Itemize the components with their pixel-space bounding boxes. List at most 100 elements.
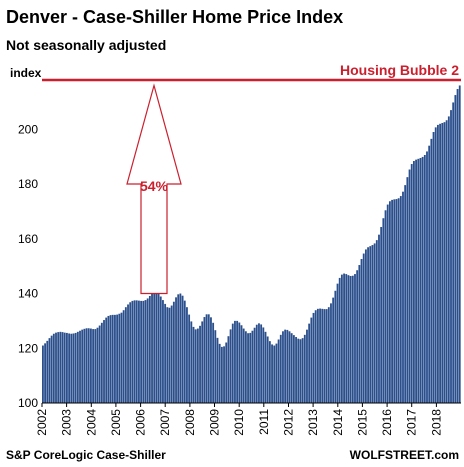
bar [66, 333, 68, 403]
x-tick-label: 2018 [429, 409, 443, 436]
bar [247, 333, 249, 403]
bar [127, 304, 129, 403]
bar [177, 294, 179, 403]
bar [94, 329, 96, 403]
bar [97, 328, 99, 403]
bar [304, 335, 306, 403]
bar [402, 192, 404, 403]
bar [341, 275, 343, 403]
bar [238, 323, 240, 403]
y-axis: 100 120 140 160 180 200 [18, 122, 38, 410]
bar [328, 307, 330, 403]
bar [319, 309, 321, 403]
bar [171, 306, 173, 403]
bar [376, 240, 378, 403]
x-tick-label: 2007 [158, 409, 172, 436]
bar [142, 301, 144, 403]
bar [81, 330, 83, 403]
bar [249, 333, 251, 403]
bar [286, 330, 288, 403]
x-tick-label: 2005 [109, 409, 123, 436]
bar [437, 125, 439, 403]
bar [86, 328, 88, 403]
x-tick-label: 2014 [331, 409, 345, 436]
bar [367, 247, 369, 403]
bar [306, 330, 308, 403]
bar [389, 201, 391, 403]
x-tick-label: 2011 [257, 409, 271, 435]
bar [55, 333, 57, 403]
bar [201, 321, 203, 403]
bar [297, 339, 299, 403]
bar [457, 89, 459, 403]
bar [227, 336, 229, 403]
bar [79, 331, 81, 403]
bar [166, 307, 168, 403]
bar [361, 259, 363, 403]
bar [169, 308, 171, 403]
bar [140, 301, 142, 403]
bar [380, 227, 382, 403]
bar [356, 270, 358, 403]
increase-label: 54% [140, 178, 169, 194]
bar [212, 323, 214, 403]
bar [321, 309, 323, 403]
bar [175, 297, 177, 403]
bar [382, 218, 384, 403]
bar [332, 298, 334, 403]
bar [241, 325, 243, 403]
bar [291, 333, 293, 403]
bar [59, 332, 61, 403]
bar [363, 254, 365, 403]
bar [219, 344, 221, 403]
bar [404, 185, 406, 403]
bar [265, 332, 267, 403]
x-tick-label: 2010 [232, 409, 246, 436]
bar [252, 331, 254, 403]
bar [57, 332, 59, 403]
bar [415, 160, 417, 403]
x-tick-label: 2013 [306, 409, 320, 436]
bar [345, 274, 347, 403]
bar [73, 333, 75, 403]
credit-label: WOLFSTREET.com [350, 448, 459, 462]
bar [339, 278, 341, 403]
bar [110, 315, 112, 403]
bar [103, 320, 105, 403]
bar [317, 309, 319, 403]
bar [430, 139, 432, 403]
bar [105, 318, 107, 403]
bar [83, 329, 85, 403]
bar [258, 323, 260, 403]
bar [232, 324, 234, 403]
bar [90, 329, 92, 403]
bar [92, 329, 94, 403]
bar [230, 329, 232, 403]
bar [278, 339, 280, 403]
bar [158, 294, 160, 403]
bar [452, 102, 454, 403]
bar [210, 317, 212, 403]
chart-title: Denver - Case-Shiller Home Price Index [6, 7, 343, 27]
x-axis: 2002 2003 2004 2005 2006 2007 2008 2009 2010 2011… [35, 403, 443, 436]
bar [203, 317, 205, 403]
bar [206, 314, 208, 403]
bar [254, 328, 256, 403]
bar [179, 294, 181, 403]
x-tick-label: 2015 [355, 409, 369, 436]
bar [114, 315, 116, 403]
bar [441, 123, 443, 403]
bar [369, 246, 371, 403]
bar [99, 326, 101, 403]
bar [149, 296, 151, 403]
bar [195, 329, 197, 403]
bar [387, 205, 389, 403]
bar [413, 161, 415, 403]
bar [400, 196, 402, 403]
bubble-label: Housing Bubble 2 [340, 62, 459, 78]
bar [75, 333, 77, 403]
bar [234, 321, 236, 403]
bar [446, 120, 448, 403]
bar [411, 164, 413, 403]
